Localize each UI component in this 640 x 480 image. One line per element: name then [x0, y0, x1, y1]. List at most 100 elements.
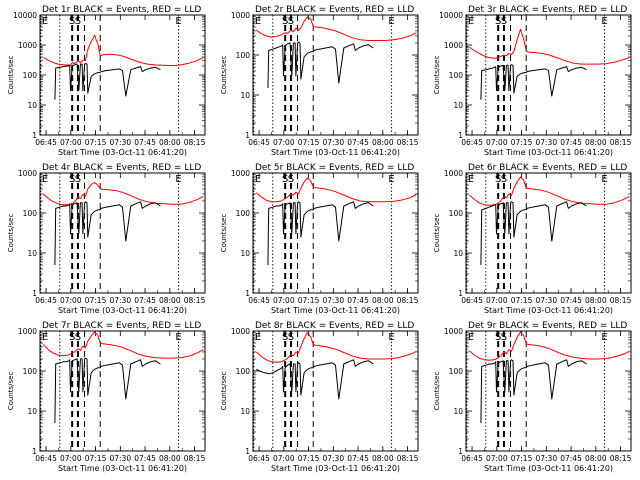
y-tick-label: 1000 — [18, 327, 37, 336]
plot-frame — [252, 14, 419, 136]
y-axis-label: Counts/sec — [220, 214, 228, 253]
events-series-line — [54, 63, 161, 100]
marker-label: E — [468, 16, 474, 27]
x-tick-label: 07:45 — [347, 454, 369, 463]
plot-frame — [465, 172, 632, 294]
events-series-line — [480, 64, 587, 100]
y-tick-label: 1000 — [18, 41, 37, 50]
marker-label: E — [42, 174, 48, 185]
y-tick-label: 10000 — [13, 11, 37, 20]
x-tick-label: 08:15 — [610, 296, 632, 305]
marker-label: S — [282, 174, 288, 185]
y-tick-label: 1 — [32, 447, 37, 456]
y-tick-label: 1 — [458, 289, 463, 298]
marker-label: E — [388, 332, 394, 343]
marker-label: S — [501, 16, 507, 27]
lld-series-line — [255, 332, 417, 363]
y-tick-label: 10 — [27, 101, 37, 110]
y-tick-label: 10 — [27, 407, 37, 416]
marker-label: S — [69, 16, 75, 27]
y-tick-label: 100 — [23, 71, 38, 80]
x-tick-label: 07:45 — [560, 138, 582, 147]
x-tick-label: 07:45 — [347, 138, 369, 147]
x-tick-label: 07:00 — [273, 138, 295, 147]
x-tick-label: 08:15 — [397, 138, 419, 147]
detector-panel-6: Det 6r BLACK = Events, RED = LLD 1 10 100 10… — [433, 163, 632, 315]
x-tick-label: 08:15 — [397, 296, 419, 305]
y-tick-label: 1000 — [444, 327, 463, 336]
x-tick-label: 06:45 — [35, 296, 57, 305]
x-tick-label: 07:15 — [298, 454, 320, 463]
marker-label: E — [388, 174, 394, 185]
y-tick-label: 100 — [449, 367, 464, 376]
y-tick-label: 100 — [23, 209, 38, 218]
marker-label: E — [601, 16, 607, 27]
marker-label: E — [468, 174, 474, 185]
chart-title: Det 1r BLACK = Events, RED = LLD — [42, 5, 201, 15]
x-tick-label: 07:15 — [511, 296, 533, 305]
y-tick-label: 1 — [458, 447, 463, 456]
x-tick-label: 07:45 — [560, 296, 582, 305]
detector-panel-2: Det 2r BLACK = Events, RED = LLD 1 10 100 10… — [220, 5, 419, 157]
x-tick-label: 08:00 — [159, 454, 181, 463]
x-tick-label: 08:15 — [610, 454, 632, 463]
x-tick-label: 08:15 — [184, 296, 206, 305]
y-tick-label: 100 — [236, 209, 251, 218]
y-tick-label: 100 — [23, 367, 38, 376]
lld-series-line — [43, 34, 204, 67]
plot-frame — [252, 330, 419, 452]
y-tick-label: 1 — [245, 289, 250, 298]
x-tick-label: 07:15 — [85, 296, 107, 305]
y-axis-label: Counts/sec — [220, 56, 228, 95]
chart-title: Det 2r BLACK = Events, RED = LLD — [255, 5, 414, 15]
x-tick-label: 07:15 — [85, 138, 107, 147]
y-tick-label: 10 — [453, 101, 463, 110]
y-tick-label: 1 — [245, 447, 250, 456]
marker-label: S — [69, 174, 75, 185]
marker-label: S — [288, 332, 294, 343]
x-axis-label: Start Time (03-Oct-11 06:41:20) — [484, 306, 613, 315]
plot-frame — [39, 172, 206, 294]
marker-label: E — [175, 332, 181, 343]
marker-label: S — [501, 174, 507, 185]
detector-panel-7: Det 7r BLACK = Events, RED = LLD 1 10 100 10… — [7, 321, 206, 473]
marker-label: E — [255, 16, 261, 27]
events-series-line — [54, 357, 161, 424]
y-tick-label: 100 — [449, 71, 464, 80]
x-axis-label: Start Time (03-Oct-11 06:41:20) — [484, 148, 613, 157]
x-tick-label: 07:30 — [535, 454, 557, 463]
events-series-line — [267, 41, 374, 89]
y-tick-label: 10 — [240, 249, 250, 258]
marker-label: S — [75, 174, 81, 185]
x-axis-label: Start Time (03-Oct-11 06:41:20) — [484, 464, 613, 473]
x-tick-label: 07:30 — [535, 138, 557, 147]
chart-title: Det 7r BLACK = Events, RED = LLD — [42, 321, 201, 331]
y-axis-label: Counts/sec — [433, 214, 441, 253]
y-tick-label: 10000 — [439, 11, 463, 20]
x-tick-label: 06:45 — [248, 454, 270, 463]
lld-series-line — [469, 28, 630, 65]
y-tick-label: 1 — [32, 289, 37, 298]
x-tick-label: 08:00 — [585, 454, 607, 463]
marker-label: E — [255, 174, 261, 185]
y-tick-label: 1 — [245, 131, 250, 140]
y-tick-label: 10 — [453, 407, 463, 416]
x-axis-label: Start Time (03-Oct-11 06:41:20) — [271, 464, 400, 473]
marker-label: E — [601, 174, 607, 185]
y-tick-label: 100 — [236, 51, 251, 60]
y-tick-label: 10 — [453, 249, 463, 258]
detector-panel-5: Det 5r BLACK = Events, RED = LLD 1 10 100 10… — [220, 163, 419, 315]
y-tick-label: 100 — [449, 209, 464, 218]
x-tick-label: 07:45 — [560, 454, 582, 463]
marker-label: E — [468, 332, 474, 343]
x-tick-label: 06:45 — [248, 296, 270, 305]
x-tick-label: 07:00 — [486, 138, 508, 147]
x-tick-label: 07:30 — [322, 454, 344, 463]
x-axis-label: Start Time (03-Oct-11 06:41:20) — [58, 148, 187, 157]
x-tick-label: 06:45 — [35, 138, 57, 147]
chart-title: Det 4r BLACK = Events, RED = LLD — [42, 163, 201, 173]
marker-label: E — [255, 332, 261, 343]
x-tick-label: 08:00 — [585, 138, 607, 147]
x-tick-label: 07:30 — [109, 296, 131, 305]
